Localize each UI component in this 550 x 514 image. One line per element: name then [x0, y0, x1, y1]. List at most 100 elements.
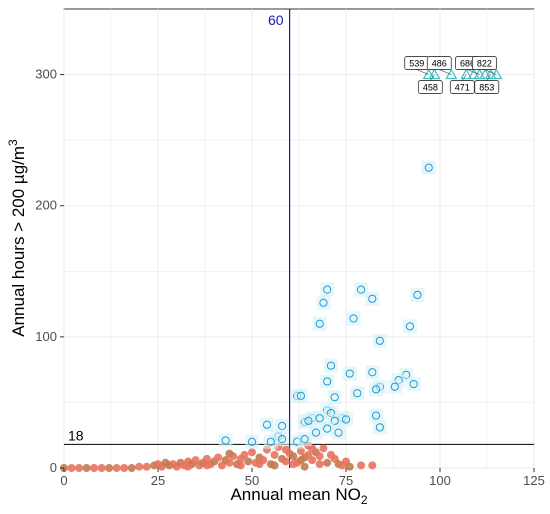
data-point-above	[262, 420, 272, 429]
data-point-below	[97, 464, 106, 472]
data-point-below	[308, 444, 317, 453]
data-point-above	[345, 369, 354, 378]
data-point-below	[225, 449, 234, 458]
data-point-above	[296, 391, 305, 400]
data-point-halo	[369, 382, 384, 397]
data-point-above	[300, 435, 309, 444]
data-point-halo	[323, 358, 338, 373]
data-point-below	[255, 460, 264, 469]
data-point-below	[319, 444, 328, 453]
y-tick-label: 200	[35, 198, 57, 213]
data-point-halo	[346, 311, 361, 326]
data-point-above	[323, 377, 332, 386]
data-point-above	[319, 298, 328, 307]
capped-label-leader	[467, 69, 480, 75]
capped-label-leader	[416, 69, 429, 75]
capped-label: 539	[409, 59, 424, 69]
data-point-below	[240, 450, 249, 459]
data-point-below	[244, 457, 253, 466]
data-point-above	[341, 415, 351, 424]
capped-label: 853	[479, 83, 494, 93]
data-point-above	[371, 385, 381, 394]
data-point-above	[323, 285, 332, 294]
data-point-halo	[327, 390, 342, 405]
data-point-below	[161, 458, 170, 467]
data-point-below	[90, 464, 99, 472]
data-point-below	[112, 464, 121, 472]
data-point-below	[236, 461, 245, 470]
y-tick-label: 300	[35, 67, 57, 82]
data-point-halo	[387, 379, 402, 394]
data-point-below	[304, 450, 313, 459]
data-point-halo	[372, 333, 387, 348]
data-point-halo	[350, 386, 365, 401]
series-below-threshold	[60, 441, 377, 472]
data-point-halo	[369, 408, 384, 423]
data-point-below	[345, 462, 354, 471]
data-point-below	[82, 464, 91, 472]
capped-label-box	[417, 80, 443, 94]
reference-label-x60: 60	[268, 12, 284, 28]
data-point-above	[221, 436, 230, 445]
data-point-halo	[365, 291, 380, 306]
data-point-halo	[354, 282, 369, 297]
y-axis-title: Annual hours > 200 µg/m3	[6, 139, 28, 337]
capped-label-box	[471, 56, 497, 70]
data-point-above	[330, 416, 339, 425]
data-point-halo	[406, 377, 421, 392]
x-tick-label: 125	[523, 473, 545, 488]
data-point-below	[184, 462, 193, 471]
data-point-below	[289, 460, 298, 469]
data-point-above	[315, 319, 324, 328]
data-point-above	[349, 314, 358, 323]
data-point-below	[300, 462, 309, 471]
data-point-above	[247, 437, 257, 446]
data-point-halo	[293, 388, 308, 403]
data-point-halo	[320, 282, 335, 297]
data-point-below	[214, 453, 223, 462]
capped-label-leader	[486, 74, 492, 81]
data-point-above	[371, 411, 381, 420]
capped-label-leader	[484, 69, 497, 75]
capped-point-marker	[460, 68, 473, 80]
data-point-below	[127, 464, 136, 472]
data-point-above	[424, 163, 433, 172]
data-point-above	[368, 368, 377, 377]
data-point-below	[281, 457, 290, 466]
data-point-below	[315, 460, 324, 469]
data-point-halo	[421, 160, 436, 175]
data-point-halo	[218, 433, 233, 448]
data-point-above	[390, 382, 399, 391]
data-point-below	[289, 452, 298, 461]
data-point-above	[413, 290, 422, 299]
x-tick-label: 100	[429, 473, 451, 488]
data-point-below	[315, 452, 324, 461]
data-point-above	[356, 285, 366, 294]
data-point-above	[315, 414, 324, 423]
data-point-above	[409, 379, 418, 389]
capped-label-leader	[430, 74, 435, 81]
data-point-below	[323, 458, 332, 467]
data-point-halo	[263, 434, 278, 449]
data-point-above	[266, 437, 275, 446]
x-tick-label: 25	[151, 473, 165, 488]
data-point-below	[135, 462, 144, 471]
data-point-halo	[312, 316, 327, 331]
x-tick-label: 75	[339, 473, 353, 488]
data-point-below	[105, 464, 114, 472]
data-point-halo	[316, 295, 331, 310]
data-point-halo	[402, 319, 417, 334]
data-point-above	[353, 389, 362, 398]
capped-point-marker	[428, 68, 441, 80]
data-point-halo	[275, 432, 290, 447]
capped-point-marker	[445, 68, 458, 80]
data-point-halo	[301, 413, 316, 428]
x-axis-title: Annual mean NO2	[230, 485, 367, 507]
data-point-halo	[245, 434, 259, 449]
data-point-halo	[297, 432, 312, 447]
data-point-below	[357, 461, 366, 470]
data-point-halo	[308, 425, 323, 440]
data-point-above	[375, 423, 384, 432]
data-point-halo	[410, 287, 425, 302]
